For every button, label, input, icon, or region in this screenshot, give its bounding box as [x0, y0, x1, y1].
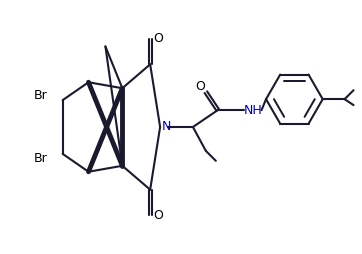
Text: O: O [153, 32, 163, 45]
Text: NH: NH [244, 104, 263, 117]
Text: Br: Br [34, 89, 48, 102]
Text: O: O [153, 209, 163, 222]
Text: O: O [195, 80, 205, 93]
Text: N: N [161, 120, 171, 134]
Text: Br: Br [34, 152, 48, 165]
